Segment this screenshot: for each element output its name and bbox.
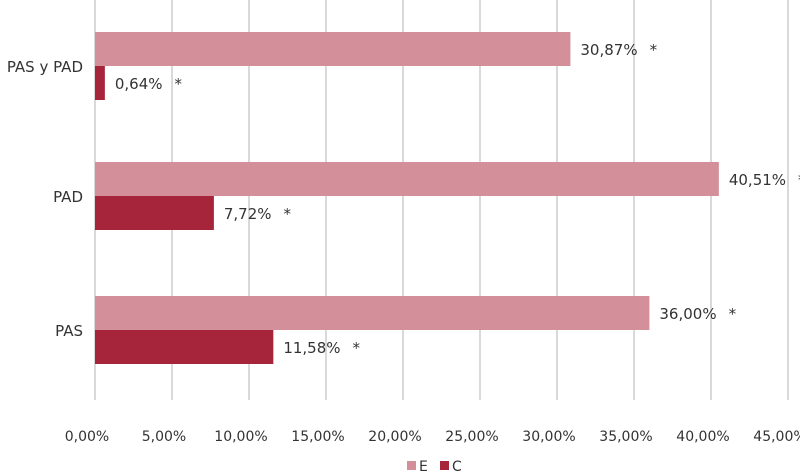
significance-marker: *: [175, 75, 183, 93]
bar-e: [95, 296, 650, 330]
x-tick-label: 15,00%: [291, 429, 344, 445]
x-tick-label: 10,00%: [214, 429, 267, 445]
bar-e: [95, 32, 571, 66]
legend-label: C: [452, 459, 462, 474]
x-tick-label: 20,00%: [368, 429, 421, 445]
bar-e: [95, 162, 719, 196]
legend-swatch-e: [407, 461, 416, 470]
x-tick-label: 30,00%: [522, 429, 575, 445]
significance-marker: *: [353, 339, 361, 357]
data-label: 0,64%: [115, 75, 163, 93]
data-label: 36,00%: [659, 305, 716, 323]
legend-swatch-c: [440, 461, 449, 470]
bar-c: [95, 66, 105, 100]
significance-marker: *: [798, 171, 800, 189]
x-tick-label: 5,00%: [142, 429, 186, 445]
category-label: PAS y PAD: [7, 58, 83, 76]
x-tick-label: 25,00%: [445, 429, 498, 445]
x-tick-label: 40,00%: [676, 429, 729, 445]
data-label: 30,87%: [580, 41, 637, 59]
data-label: 11,58%: [283, 339, 340, 357]
category-label: PAS: [55, 322, 83, 340]
legend-label: E: [419, 459, 428, 474]
significance-marker: *: [650, 41, 658, 59]
bar-c: [95, 196, 214, 230]
x-tick-label: 0,00%: [65, 429, 109, 445]
significance-marker: *: [729, 305, 737, 323]
x-tick-label: 45,00%: [753, 429, 800, 445]
x-tick-label: 35,00%: [599, 429, 652, 445]
significance-marker: *: [284, 205, 292, 223]
data-label: 40,51%: [729, 171, 786, 189]
bar-c: [95, 330, 274, 364]
category-label: PAD: [53, 188, 83, 206]
data-label: 7,72%: [224, 205, 272, 223]
